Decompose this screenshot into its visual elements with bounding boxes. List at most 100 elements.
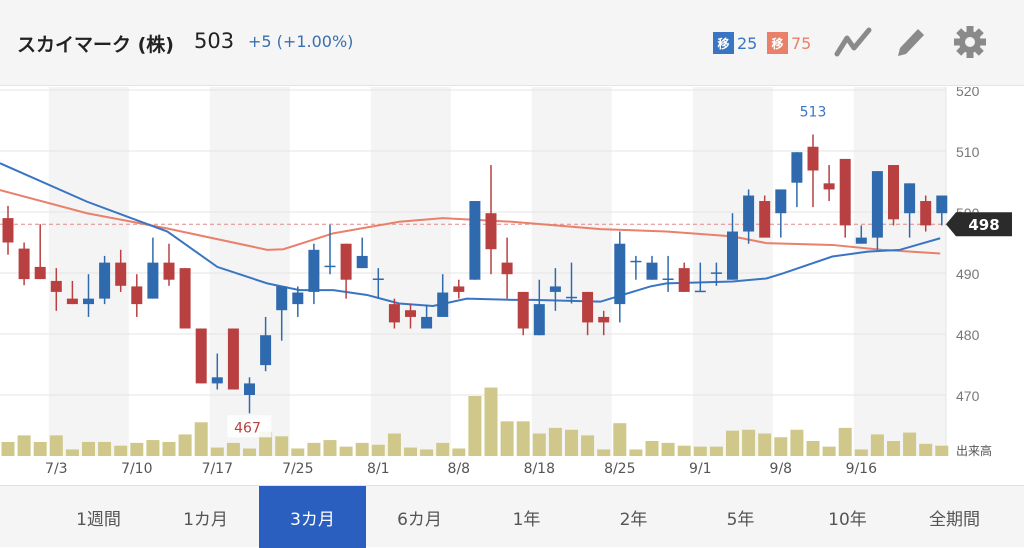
candle bbox=[807, 134, 819, 208]
candle-body bbox=[710, 272, 722, 274]
candle-body bbox=[437, 292, 449, 317]
x-tick-label: 9/16 bbox=[846, 461, 878, 477]
candle-body bbox=[549, 286, 561, 292]
candle bbox=[195, 328, 207, 384]
candle-body bbox=[99, 262, 111, 299]
candle-body bbox=[131, 286, 143, 305]
candle-body bbox=[888, 165, 899, 220]
candle-body bbox=[920, 201, 932, 226]
candle-body bbox=[871, 171, 883, 238]
tab-period[interactable]: 5年 bbox=[726, 509, 755, 530]
candle bbox=[163, 243, 175, 286]
candle-body bbox=[662, 278, 674, 280]
candle-body bbox=[179, 268, 191, 329]
ma25-badge: 移 bbox=[713, 32, 734, 54]
candle bbox=[485, 165, 497, 275]
candle bbox=[34, 224, 46, 280]
volume-bar bbox=[758, 433, 772, 456]
candle-body bbox=[340, 243, 352, 280]
volume-bar bbox=[291, 448, 305, 456]
volume-bar bbox=[404, 447, 417, 456]
volume-bar bbox=[17, 435, 31, 456]
ma25-period: 25 bbox=[737, 33, 758, 53]
volume-bar bbox=[887, 441, 900, 456]
candle-body bbox=[66, 298, 78, 305]
candle bbox=[614, 231, 626, 323]
gear-icon[interactable] bbox=[950, 24, 990, 60]
candle bbox=[244, 377, 255, 414]
candle-body bbox=[211, 377, 223, 384]
y-tick-label: 510 bbox=[956, 144, 980, 160]
candle bbox=[501, 237, 513, 299]
candle-body bbox=[195, 328, 207, 384]
candle bbox=[227, 328, 239, 390]
candle bbox=[823, 165, 835, 202]
tab-period[interactable]: 3カ月 bbox=[259, 486, 366, 548]
ma75-badge: 移 bbox=[767, 32, 788, 54]
volume-bar bbox=[452, 448, 466, 456]
tab-period[interactable]: 10年 bbox=[828, 509, 867, 530]
volume-bar bbox=[468, 396, 482, 456]
candle bbox=[388, 298, 400, 329]
candle-body bbox=[260, 335, 272, 366]
tab-period[interactable]: 全期間 bbox=[929, 509, 980, 530]
x-tick-label: 9/1 bbox=[689, 461, 712, 477]
volume-bar bbox=[194, 422, 208, 456]
candle bbox=[791, 152, 803, 208]
candle-body bbox=[485, 213, 497, 250]
candle bbox=[99, 255, 111, 305]
candle-body bbox=[34, 266, 46, 280]
volume-label: 出来高 bbox=[956, 443, 992, 458]
candle bbox=[131, 274, 143, 317]
candle bbox=[566, 262, 577, 304]
candle-body bbox=[646, 262, 658, 280]
candle bbox=[83, 274, 94, 317]
tab-period[interactable]: 1カ月 bbox=[183, 509, 228, 530]
candle bbox=[549, 268, 561, 311]
current-price-label: 498 bbox=[968, 216, 999, 234]
pencil-icon[interactable] bbox=[890, 24, 930, 60]
volume-bar bbox=[532, 433, 546, 456]
tab-period[interactable]: 6カ月 bbox=[397, 509, 442, 530]
candle-body bbox=[453, 286, 465, 292]
volume-bar bbox=[693, 446, 707, 456]
candle-body bbox=[405, 310, 416, 317]
tab-period[interactable]: 2年 bbox=[619, 509, 648, 530]
candle bbox=[308, 243, 320, 305]
candle bbox=[936, 195, 948, 226]
ma75-toggle[interactable]: 移 75 bbox=[767, 32, 811, 54]
volume-bar bbox=[130, 442, 144, 456]
volume-bar bbox=[33, 441, 47, 456]
candle-body bbox=[775, 189, 787, 214]
candle-body bbox=[759, 201, 771, 238]
candle-body bbox=[566, 296, 577, 299]
ma25-toggle[interactable]: 移 25 bbox=[713, 32, 757, 54]
line-chart-icon[interactable] bbox=[834, 24, 874, 60]
volume-bar bbox=[1, 441, 15, 456]
candle bbox=[211, 353, 223, 390]
volume-bar bbox=[146, 440, 160, 456]
candle-body bbox=[743, 195, 755, 232]
volume-bar bbox=[243, 448, 256, 456]
volume-bar bbox=[114, 445, 128, 456]
y-tick-label: 480 bbox=[956, 327, 980, 343]
candle-body bbox=[421, 316, 433, 329]
candle-body bbox=[807, 146, 819, 171]
tab-period[interactable]: 1年 bbox=[512, 509, 541, 530]
candle-body bbox=[839, 158, 851, 226]
candle-body bbox=[501, 262, 513, 275]
candle bbox=[292, 286, 304, 317]
candle bbox=[646, 255, 658, 280]
volume-bar bbox=[178, 434, 192, 456]
tab-period[interactable]: 1週間 bbox=[76, 509, 121, 530]
candle-body bbox=[678, 268, 690, 292]
x-tick-label: 7/25 bbox=[282, 461, 313, 477]
candle bbox=[2, 205, 14, 255]
candle-body bbox=[2, 218, 14, 243]
candlestick-chart[interactable]: 520510500490480470出来高5134674987/37/107/1… bbox=[0, 87, 1024, 482]
volume-bar bbox=[709, 446, 723, 456]
volume-bar bbox=[339, 446, 353, 456]
candle-body bbox=[630, 260, 642, 263]
candle bbox=[888, 165, 899, 226]
candle bbox=[582, 291, 594, 336]
